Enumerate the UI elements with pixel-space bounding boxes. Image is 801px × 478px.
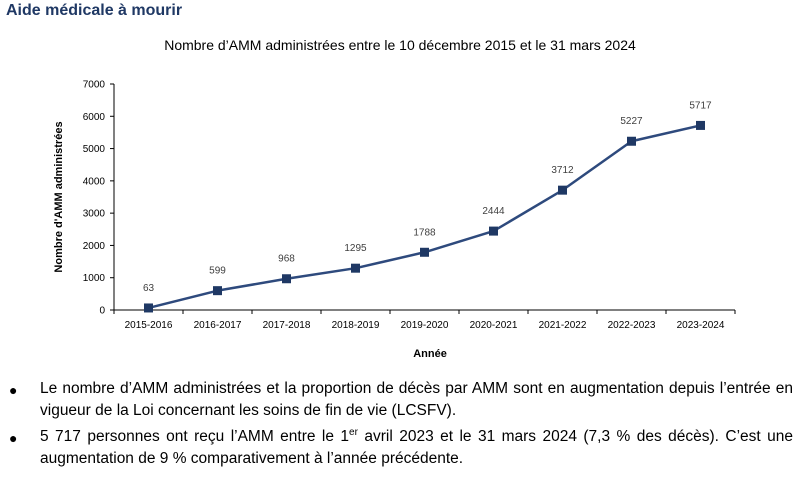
data-label: 1295: [344, 243, 367, 254]
data-label: 3712: [551, 165, 574, 176]
chart-axes: [113, 84, 735, 311]
x-tick-label: 2017-2018: [263, 320, 311, 331]
x-tick-label: 2023-2024: [677, 320, 725, 331]
data-point-marker: [558, 185, 567, 195]
y-tick-label: 6000: [83, 112, 106, 123]
y-tick-label: 0: [99, 306, 105, 317]
x-tick-label: 2018-2019: [332, 320, 380, 331]
data-label: 63: [143, 283, 155, 294]
bullet-list: ● Le nombre d’AMM administrées et la pro…: [0, 378, 801, 474]
data-labels: 63 599 968 1295 1788 2444 3712 5227 5717: [143, 100, 712, 294]
bullet-dot-icon: ●: [9, 382, 18, 398]
data-point-marker: [489, 226, 498, 236]
data-point-marker: [282, 274, 291, 284]
series-polyline: [148, 124, 701, 310]
data-point-marker: [420, 247, 429, 257]
chart-title: Nombre d’AMM administrées entre le 10 dé…: [164, 37, 636, 53]
y-tick-label: 2000: [83, 241, 106, 252]
page-heading: Aide médicale à mourir: [6, 2, 183, 19]
series-line: [148, 124, 701, 310]
x-tick-label: 2020-2021: [470, 320, 518, 331]
data-point-marker: [213, 286, 222, 296]
data-label: 2444: [482, 206, 505, 217]
x-axis-ticks: 2015-2016 2016-2017 2017-2018 2018-2019 2019…: [113, 310, 736, 331]
bullet-text: Le nombre d’AMM administrées et la propo…: [40, 380, 793, 419]
x-tick-label: 2022-2023: [608, 320, 656, 331]
data-label: 599: [209, 266, 226, 277]
x-tick-label: 2021-2022: [539, 320, 587, 331]
data-point-marker: [696, 120, 705, 130]
y-tick-label: 5000: [83, 144, 106, 155]
x-tick-label: 2015-2016: [125, 320, 173, 331]
y-axis-label: Nombre d'AMM administrées: [53, 121, 65, 272]
y-tick-label: 7000: [83, 80, 106, 91]
bullet-item: ● Le nombre d’AMM administrées et la pro…: [0, 378, 801, 422]
bullet-text-before: 5 717 personnes ont reçu l’AMM entre le …: [40, 428, 350, 445]
bullet-dot-icon: ●: [9, 430, 18, 446]
x-tick-label: 2016-2017: [194, 320, 242, 331]
data-label: 968: [278, 254, 295, 265]
data-point-marker: [351, 263, 360, 273]
bullet-superscript: er: [349, 426, 358, 438]
y-tick-label: 4000: [83, 176, 106, 187]
data-point-marker: [144, 303, 153, 313]
data-label: 5717: [689, 100, 712, 111]
data-point-marker: [627, 136, 636, 146]
y-tick-label: 3000: [83, 209, 106, 220]
y-axis-ticks: 0 1000 2000 3000 4000 5000 6000 7000: [83, 80, 114, 317]
x-axis-label: Année: [413, 348, 447, 360]
data-points: [144, 120, 705, 313]
bullet-text-after: avril 2023 et le 31 mars 2024 (7,3 % des…: [40, 428, 794, 467]
data-label: 1788: [413, 227, 436, 238]
bullet-item: ● 5 717 personnes ont reçu l’AMM entre l…: [0, 426, 801, 470]
y-tick-label: 1000: [83, 273, 106, 284]
line-chart: Nombre d’AMM administrées entre le 10 dé…: [53, 37, 736, 360]
x-tick-label: 2019-2020: [401, 320, 449, 331]
data-label: 5227: [620, 116, 643, 127]
